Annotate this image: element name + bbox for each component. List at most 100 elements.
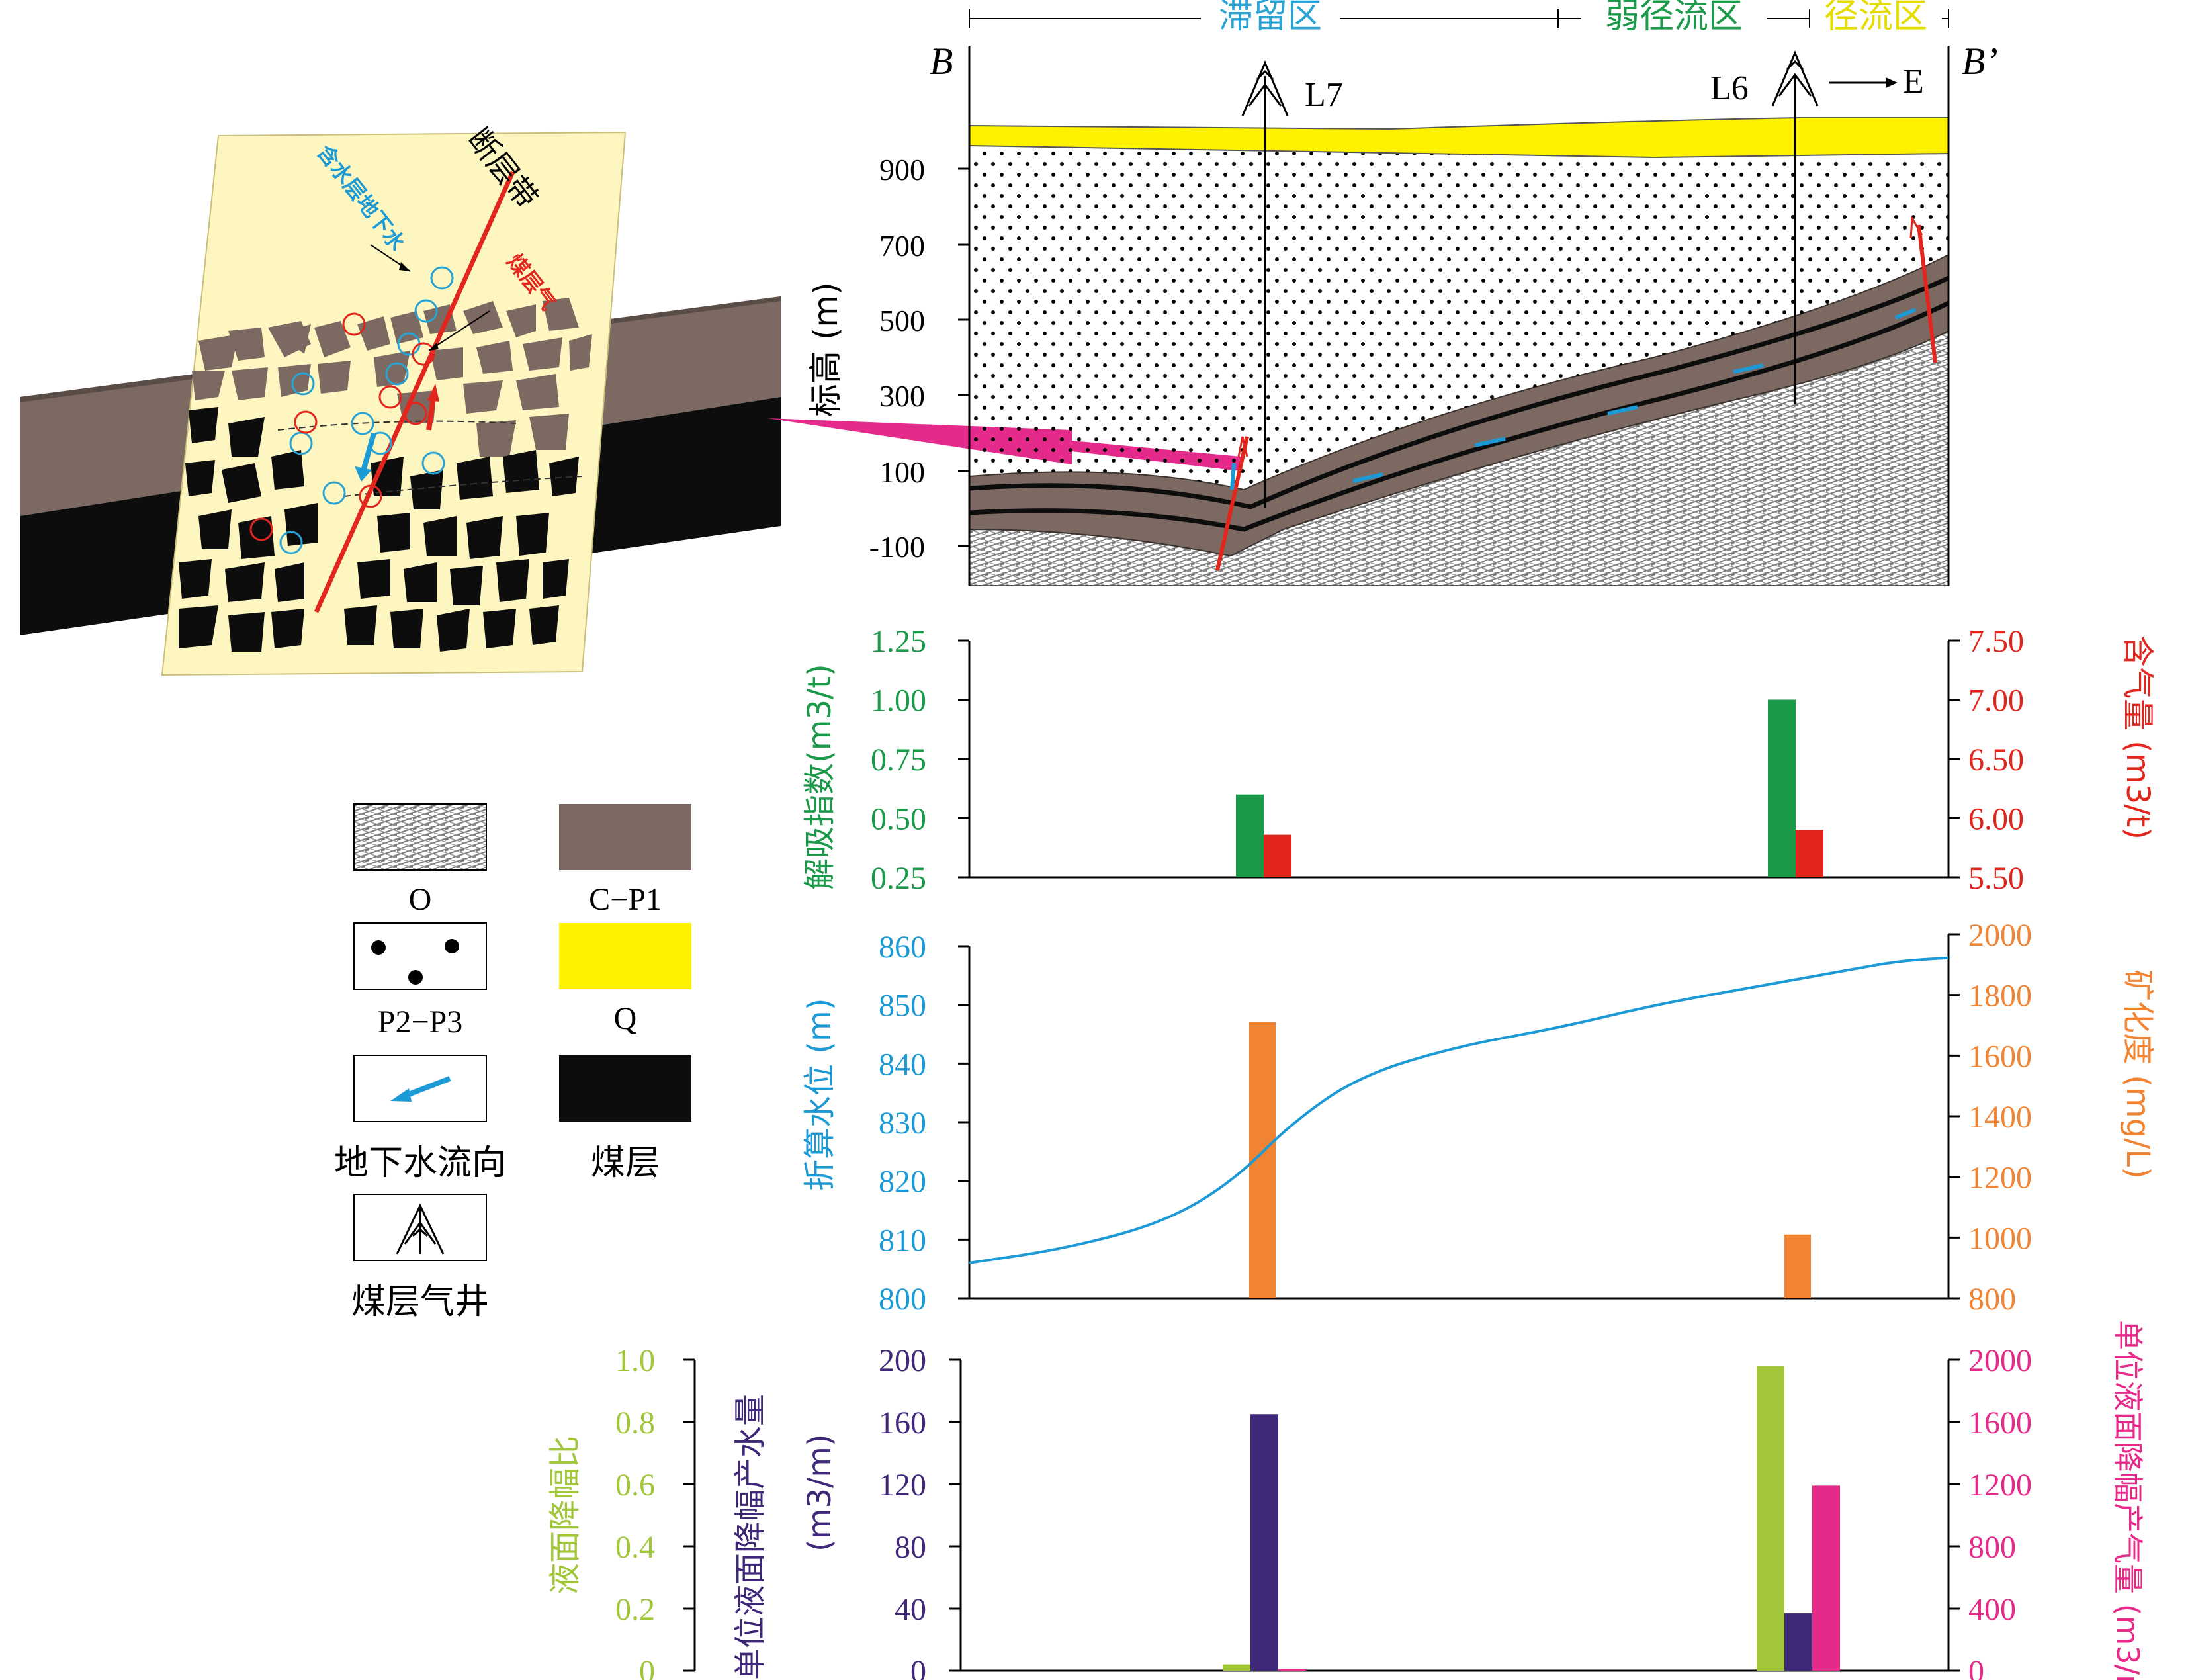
well-L7-icon [1241,60,1289,116]
legend-label-coal: 煤层 [591,1143,660,1183]
legend-swatch-coal [559,1055,691,1122]
inset-water-circles [279,266,454,554]
chart3-left-tick-label: 0 [639,1654,655,1680]
chart3-right-tick-label: 0 [1968,1654,1984,1680]
chart3-bar-gas-per-drawdown [1812,1485,1840,1671]
groundwater-flow-marks [1352,308,1917,483]
legend-label-C-P1: C−P1 [589,882,662,917]
chart1-right-tick-label: 6.00 [1968,802,2024,837]
well-L6-label: L6 [1710,69,1749,107]
chart1-left-tick-label: 0.50 [871,802,926,837]
fault-right [1917,224,1937,363]
legend-swatch-O [353,803,487,871]
inset-water-flow-arrowhead [355,466,372,482]
chart1-left-tick-label: 1.00 [871,684,926,719]
chart2-right-tick-label: 1400 [1968,1100,2032,1135]
section-y-ticks: 900 700 500 300 100 -100 [869,153,969,564]
chart2-right-tick-label: 1600 [1968,1039,2032,1074]
section-tick-label: 700 [879,229,925,263]
chart2-y2label: 矿化度 (mg/L) [2119,969,2156,1179]
chart1-right-tick-label: 6.50 [1968,742,2024,777]
coal-seam-lower [969,300,1950,532]
legend-label-flow: 地下水流向 [334,1143,506,1183]
zone-label-runoff: 径流区 [1824,0,1927,36]
chart2-left-tick-label: 860 [879,930,926,965]
chart1-right-tick-label: 5.50 [1968,861,2024,896]
chart1-bar-desorption [1768,699,1796,877]
stratum-P2-P3 [969,147,1948,490]
east-arrowhead [1886,77,1898,88]
chart3-mid-tick-label: 160 [879,1405,926,1440]
chart2-right-tick-label: 1200 [1968,1161,2032,1196]
chart1-y2label: 含气量 (m3/t) [2119,635,2156,840]
chart3-bar-drawdown-ratio [1223,1664,1250,1671]
chart3-left-tick-label: 1.0 [615,1343,655,1378]
inset-bedding-line [277,420,517,431]
chart3-mid-tick-label: 0 [910,1654,926,1680]
water-level-line [969,956,1949,1264]
chart1-bar-desorption [1236,794,1264,877]
section-tick-label: 100 [879,455,925,489]
inset-pointer-gas-head [429,343,439,351]
chart2-left-tick-label: 800 [879,1282,926,1317]
inset-fault-line [314,171,515,613]
inset-bedding-line [343,476,583,497]
chart-desorption: 1.25 1.00 0.75 0.50 0.25 7.50 7.00 6.50 6.00 5.50… [801,624,2156,896]
cross-section: B B’ [807,40,1998,586]
chart1-left-tick-label: 0.75 [871,742,926,777]
legend-label-well: 煤层气井 [351,1282,489,1322]
legend: O C−P1 P2−P3 Q 地下水流向 煤层 煤层气井 [334,803,691,1322]
chart2-left-tick-label: 840 [879,1047,926,1082]
chart3-left-tick-label: 0.2 [615,1592,655,1627]
chart2-left-tick-label: 830 [879,1106,926,1141]
chart3-bar-drawdown-ratio [1757,1366,1784,1671]
inset-gas-flow-arrow [426,396,436,431]
legend-label-Q: Q [614,1001,637,1036]
chart3-right-tick-label: 1200 [1968,1468,2032,1503]
chart3-right-tick-label: 400 [1968,1592,2016,1627]
chart3-ylabel: 液面降幅比 [547,1436,584,1595]
inset-black-fragments [179,407,579,652]
inset-gas-flow-arrowhead [427,384,439,402]
well-L6-icon [1771,50,1819,107]
chart2-right-tick-label: 2000 [1968,918,2032,953]
chart3-bar-water-per-drawdown [1784,1613,1812,1671]
chart3-bar-gas-per-drawdown [1278,1669,1306,1671]
east-label: E [1903,63,1924,101]
fault-right-arrow [1909,215,1923,239]
inset-pointer-water-head [399,262,410,271]
zone-label-weak-runoff: 弱径流区 [1605,0,1743,36]
inset-block-diagram: 断层带 含水层地下水 煤层气 [20,122,781,676]
fault-left-arrow [1237,436,1248,457]
chart2-left-tick-label: 810 [879,1223,926,1258]
chart3-mid-tick-label: 80 [895,1530,926,1565]
chart2-right-tick-label: 800 [1968,1282,2016,1317]
section-end-left: B [930,40,953,83]
chart3-ylabel2: 单位液面降幅产水量 [732,1394,769,1680]
chart3-left-tick-label: 0.8 [615,1405,655,1440]
inset-brown-fragments [192,298,592,457]
chart2-left-tick-label: 850 [879,989,926,1024]
chart1-right-tick-label: 7.50 [1968,624,2024,659]
chart3-mid-tick-label: 40 [895,1592,926,1627]
fault-left [1215,436,1249,571]
chart1-bar-gas-content [1796,830,1823,877]
chart3-y3label: 单位液面降幅产气量 (m3/m) [2110,1320,2146,1680]
legend-label-O: O [409,882,432,917]
zone-header: 滞留区 弱径流区 径流区 [969,0,1949,38]
chart-water-level: 860 850 840 830 820 810 800 2000 1800 1600 1400 120… [801,918,2156,1317]
inset-gas-circles [249,312,435,541]
fault-left-water [1230,463,1236,490]
chart3-left-tick-label: 0.4 [615,1530,655,1565]
chart2-bar-salinity [1784,1234,1811,1298]
legend-label-P2-P3: P2−P3 [378,1004,462,1039]
section-tick-label: 300 [879,379,925,413]
chart3-ylabel2-unit: (m3/m) [801,1434,838,1552]
section-tick-label: 500 [879,304,925,337]
section-ylabel: 标高 (m) [807,282,845,417]
chart3-right-tick-label: 800 [1968,1530,2016,1565]
zone-label-stagnant: 滞留区 [1219,0,1322,36]
section-tick-label: 900 [879,153,925,187]
inset-fault-panel [161,131,627,676]
